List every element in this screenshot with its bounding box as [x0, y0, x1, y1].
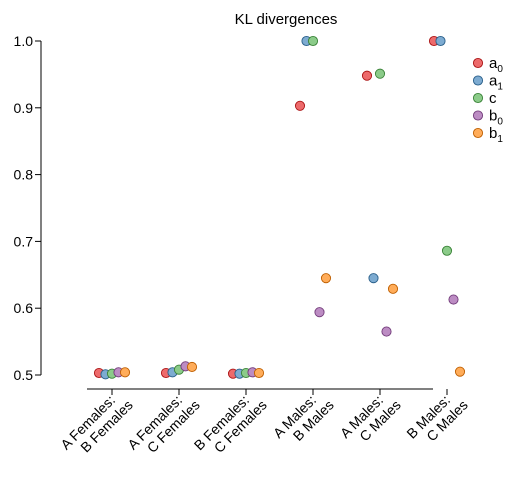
legend-item: a1	[472, 73, 503, 93]
data-point	[441, 245, 453, 256]
data-point	[387, 283, 399, 294]
data-point	[361, 70, 373, 81]
data-point	[294, 100, 306, 111]
legend-marker	[472, 75, 484, 86]
chart-title: KL divergences	[235, 11, 338, 28]
x-tick-label: A Females:C Females	[124, 392, 203, 456]
data-point	[186, 361, 198, 373]
y-tick-label: 0.6	[14, 300, 34, 316]
data-point	[374, 68, 386, 79]
data-point	[119, 367, 131, 378]
data-point	[448, 294, 459, 305]
data-point	[253, 367, 265, 379]
x-tick-label: A Males:C Males	[337, 392, 404, 445]
x-tick-label: A Females:B Females	[57, 392, 136, 456]
legend-item: b0	[472, 108, 503, 128]
legend-label: a1	[489, 73, 503, 93]
y-tick-label: 1.0	[14, 33, 34, 49]
legend-marker	[472, 127, 484, 139]
legend-marker	[472, 92, 484, 104]
data-points	[93, 35, 466, 380]
data-point	[307, 35, 319, 47]
legend-item: b1	[472, 125, 503, 145]
legend-marker	[472, 110, 484, 121]
y-tick-label: 0.7	[14, 233, 34, 249]
data-point	[435, 35, 446, 47]
y-tick-label: 0.8	[14, 167, 34, 183]
x-tick-label: B Males:C Males	[403, 392, 471, 445]
data-point	[368, 273, 379, 284]
legend-item: a0	[472, 55, 503, 75]
data-point	[454, 366, 466, 377]
legend-item: c	[472, 90, 497, 107]
y-tick-label: 0.5	[14, 367, 34, 383]
legend-marker	[472, 57, 484, 69]
y-axis: 0.5 0.6 0.7 0.8 0.9 1.0	[14, 33, 42, 383]
x-tick-label: B Females:C Females	[191, 392, 270, 456]
data-point	[381, 326, 392, 337]
legend-label: a0	[489, 55, 503, 75]
legend-label: b0	[489, 108, 503, 128]
x-tick-label: A Males:B Males	[270, 392, 337, 444]
legend-label: c	[489, 90, 497, 107]
data-point	[314, 307, 325, 318]
data-point	[320, 273, 332, 284]
legend-label: b1	[489, 125, 503, 145]
y-tick-label: 0.9	[14, 100, 34, 116]
